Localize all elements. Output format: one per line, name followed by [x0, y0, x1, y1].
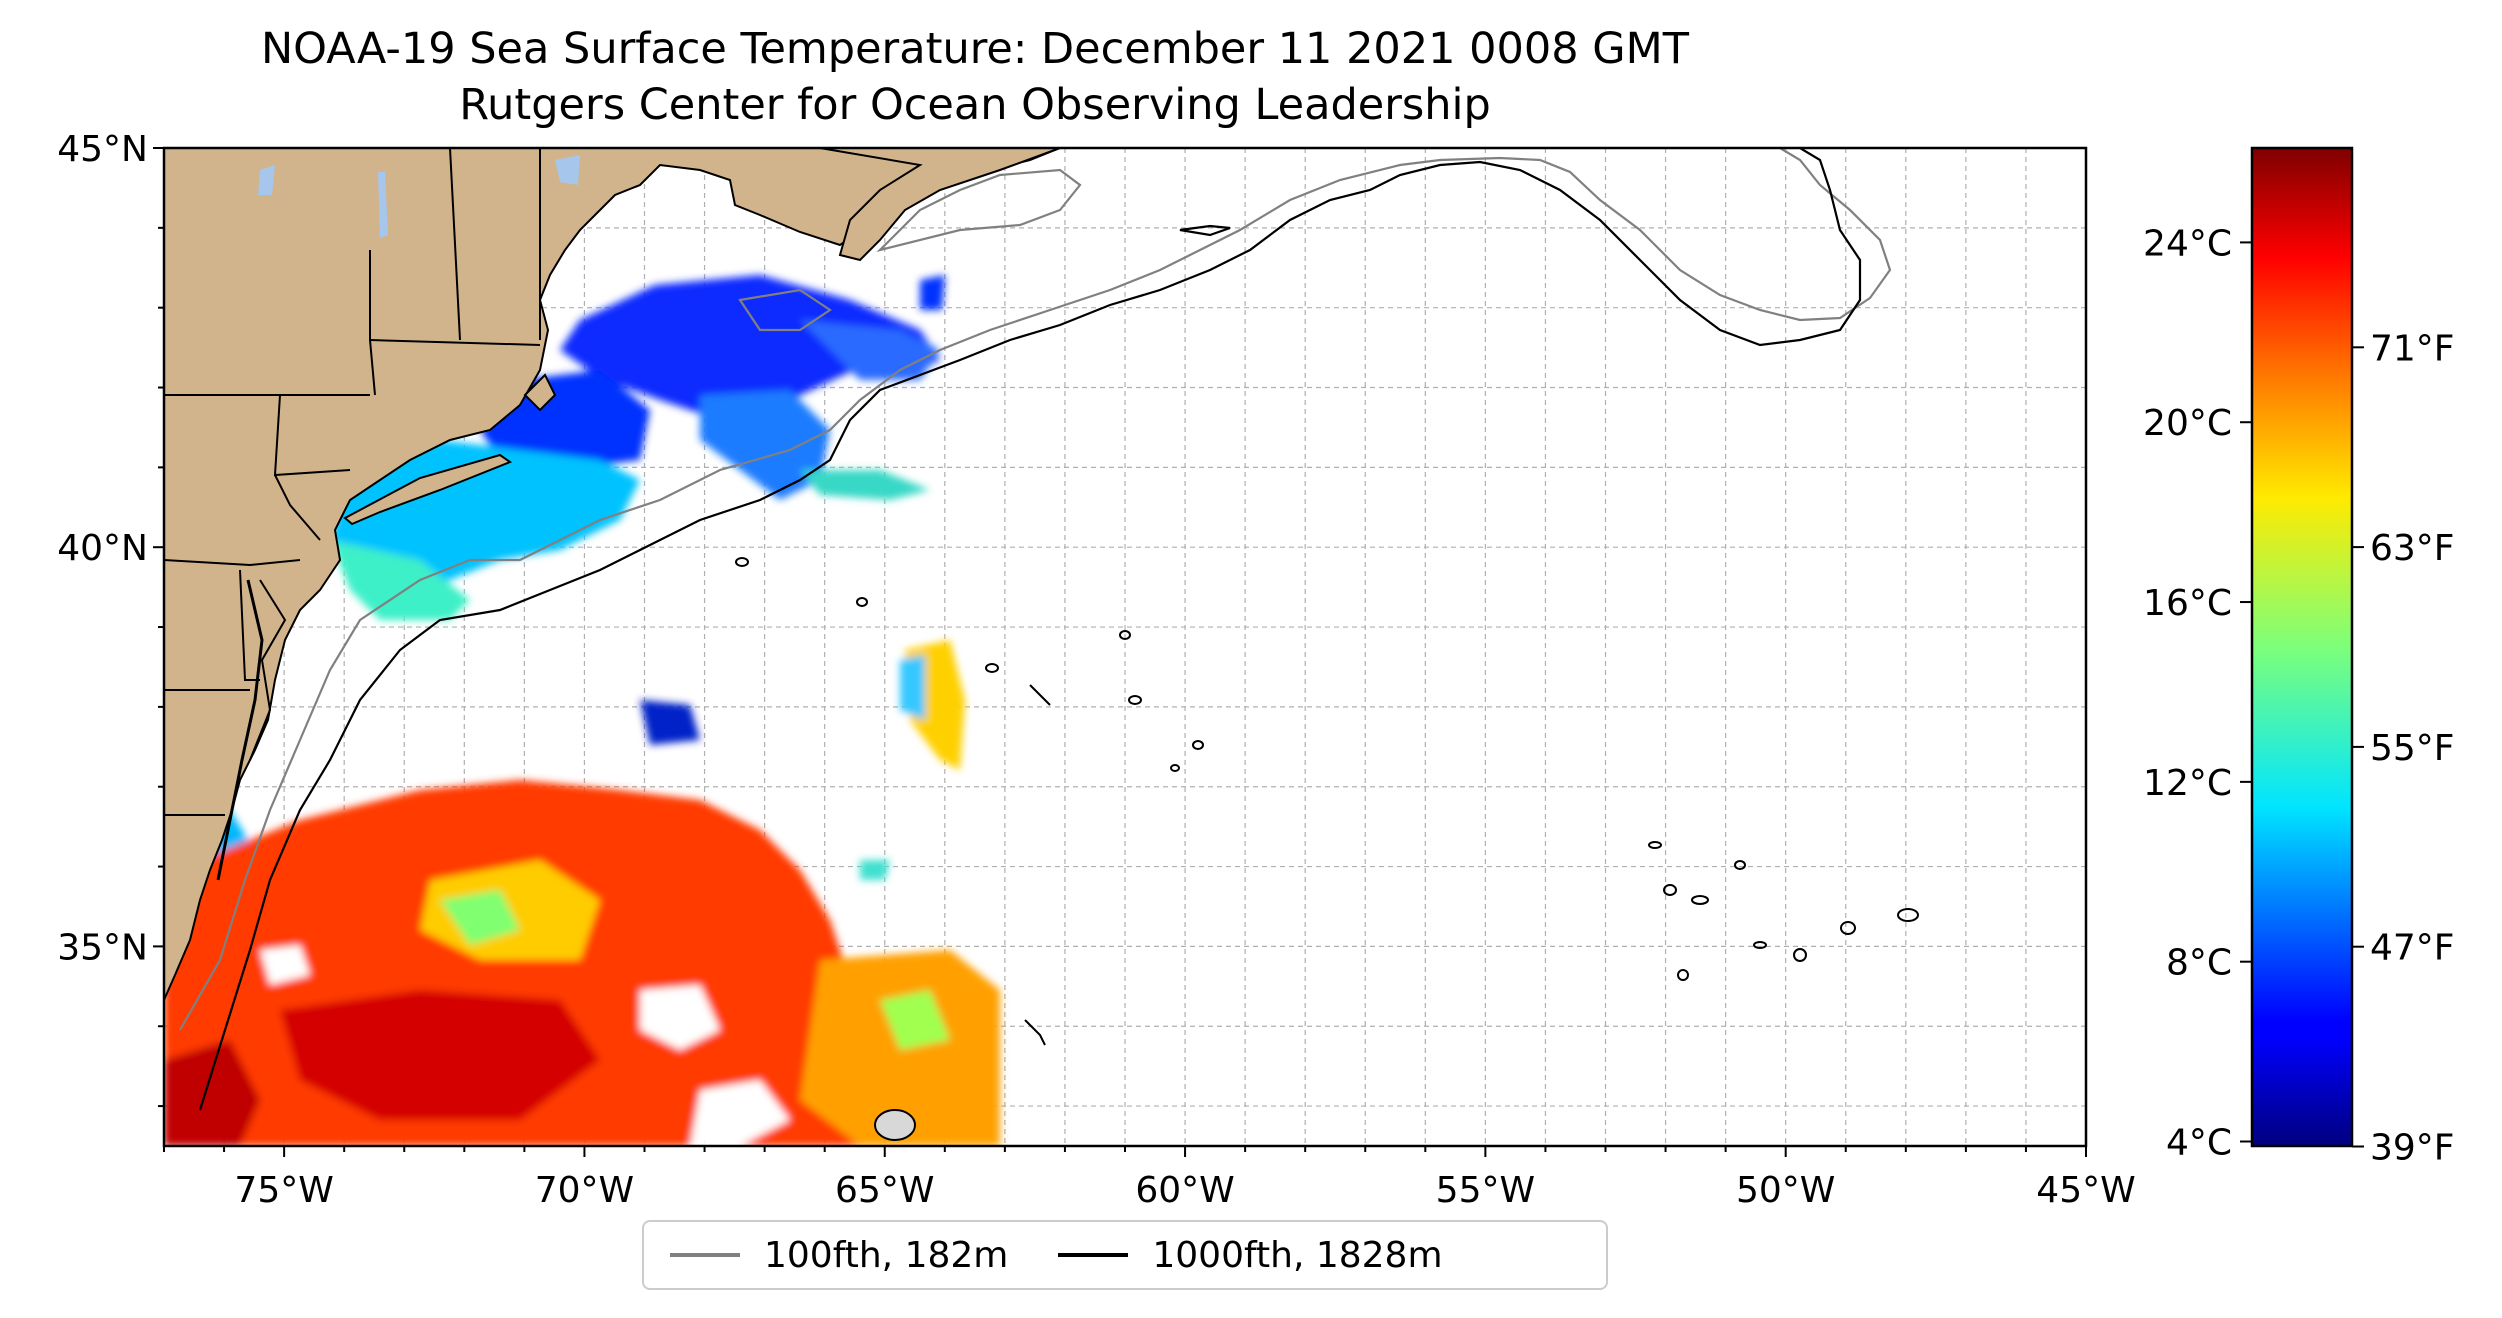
cloud-gap-3: [260, 945, 310, 985]
lake-small: [555, 155, 580, 185]
sst-data-layer: [164, 220, 1000, 1146]
legend: 100fth, 182m 1000fth, 1828m: [642, 1220, 1608, 1290]
sst-patch-gulf-stream-core: [280, 990, 600, 1120]
celsius-tick-label: 16°C: [2143, 583, 2232, 624]
celsius-tick-label: 4°C: [2166, 1123, 2232, 1164]
lon-tick-label: 65°W: [835, 1170, 934, 1211]
cloud-gap-2: [690, 1080, 790, 1146]
lon-tick-label: 70°W: [535, 1170, 634, 1211]
fahrenheit-tick-label: 55°F: [2370, 728, 2455, 769]
land-cape-cod: [523, 373, 557, 412]
lake-champlain: [378, 172, 388, 238]
legend-swatch-1000fth: [1058, 1253, 1129, 1257]
sst-patch-northeast-small: [920, 275, 945, 310]
fahrenheit-tick-label: 71°F: [2370, 328, 2455, 369]
map-subtitle: Rutgers Center for Ocean Observing Leade…: [459, 80, 1491, 130]
legend-swatch-100fth: [670, 1253, 740, 1257]
sst-patch-gulf-of-maine-east: [800, 320, 940, 380]
lat-tick-label: 40°N: [57, 528, 148, 569]
legend-label-100fth: 100fth, 182m: [764, 1234, 1009, 1276]
map-axes: 75°W 70°W 65°W 60°W 55°W 50°W 45°W 45°N 40°N 35°N: [57, 129, 2135, 1211]
contour-100fth: [179, 148, 1892, 1031]
celsius-tick-label: 8°C: [2166, 943, 2232, 984]
land-layer: [164, 148, 1061, 1001]
colorbar-axes: 24°C 20°C 16°C 12°C 8°C 4°C 71°F 63°F 55°F 47°F 39…: [2143, 223, 2454, 1168]
seamounts: [735, 557, 1919, 1141]
celsius-tick-label: 24°C: [2143, 223, 2232, 264]
sst-patch-gulf-of-maine: [560, 275, 940, 420]
chesapeake-bay: [216, 579, 264, 881]
sst-patch-small-cyan-2: [860, 860, 890, 880]
lon-tick-label: 45°W: [2036, 1170, 2135, 1211]
fahrenheit-tick-label: 47°F: [2370, 928, 2455, 969]
cloud-gap-1: [640, 985, 720, 1050]
sst-patch-coastal-south: [164, 1040, 260, 1146]
sst-patch-georges: [700, 390, 830, 500]
fahrenheit-tick-label: 63°F: [2370, 528, 2455, 569]
lon-tick-label: 50°W: [1736, 1170, 1835, 1211]
state-borders: [164, 148, 541, 816]
sst-patch-shelf-streak: [800, 470, 930, 500]
fahrenheit-tick-label: 39°F: [2370, 1127, 2455, 1168]
lon-tick-label: 75°W: [234, 1170, 333, 1211]
lake-maine: [258, 165, 275, 195]
lat-tick-label: 35°N: [57, 927, 148, 968]
sst-patch-warm-green: [440, 890, 520, 945]
sst-patch-mid-atlantic: [330, 540, 470, 620]
celsius-tick-label: 20°C: [2143, 403, 2232, 444]
sst-patch-mid-eddy-edge: [900, 655, 925, 720]
sst-patch-warm-mid-green: [880, 990, 950, 1050]
colorbar: [2250, 146, 2354, 1148]
celsius-tick-label: 12°C: [2143, 763, 2232, 804]
lakes: [258, 155, 580, 238]
lon-tick-label: 55°W: [1436, 1170, 1535, 1211]
land-long-island: [343, 453, 513, 526]
map-title: NOAA-19 Sea Surface Temperature: Decembe…: [261, 24, 1689, 74]
lon-tick-label: 60°W: [1135, 1170, 1234, 1211]
sst-patch-small-blue-1: [640, 700, 700, 745]
legend-item-100fth: 100fth, 182m: [670, 1235, 1008, 1276]
land-nova-scotia: [819, 148, 1061, 262]
legend-item-1000fth: 1000fth, 1828m: [1058, 1234, 1443, 1276]
lat-tick-label: 45°N: [57, 129, 148, 170]
contour-1000fth: [198, 148, 1862, 1111]
legend-label-1000fth: 1000fth, 1828m: [1152, 1234, 1443, 1276]
